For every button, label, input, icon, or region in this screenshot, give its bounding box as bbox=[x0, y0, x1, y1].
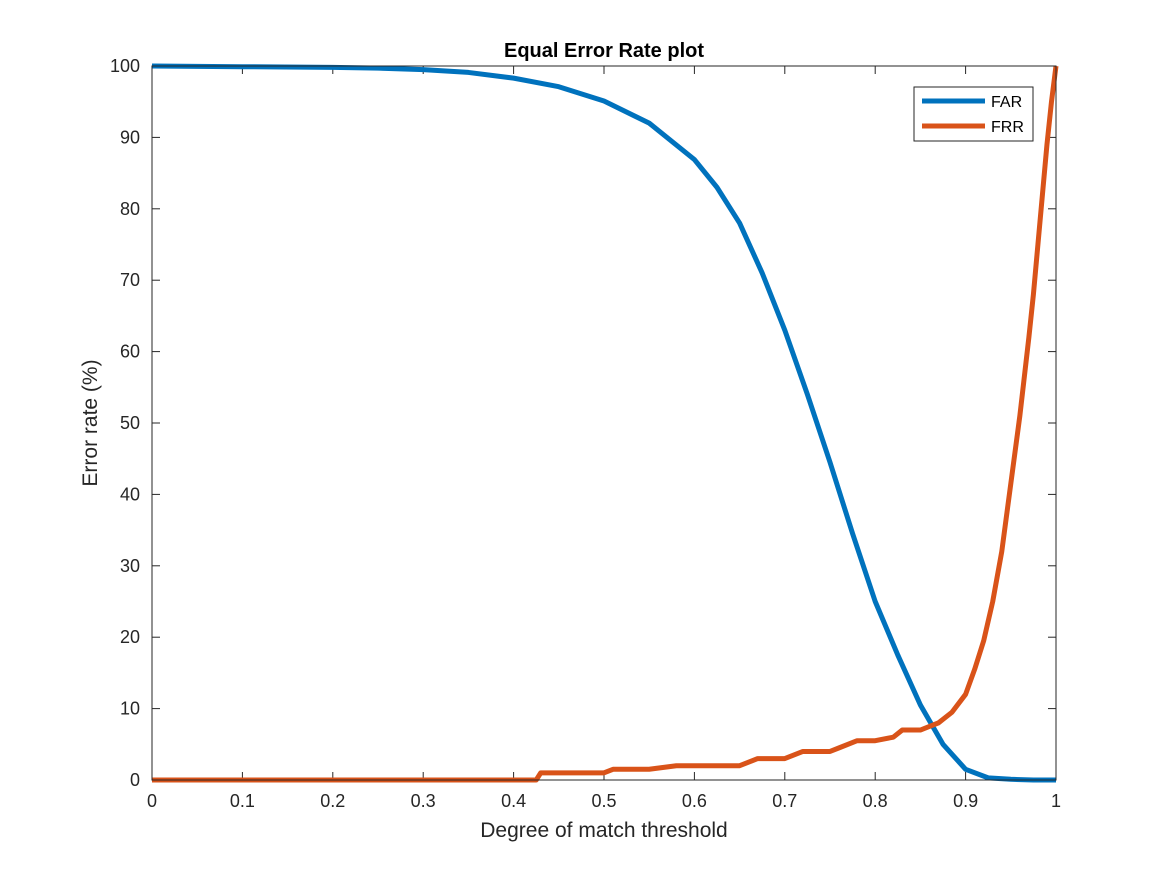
series-layer bbox=[151, 63, 1059, 783]
legend-label-frr: FRR bbox=[991, 119, 1024, 136]
plot-area bbox=[152, 66, 1056, 780]
x-tick-label: 0 bbox=[147, 791, 157, 811]
x-tick-label: 0.9 bbox=[953, 791, 978, 811]
x-axis-ticks: 0 0.1 0.2 0.3 0.4 0.5 0.6 0.7 0.8 0.9 1 bbox=[147, 66, 1061, 811]
x-tick-label: 0.2 bbox=[320, 791, 345, 811]
x-axis-label: Degree of match threshold bbox=[480, 819, 727, 842]
series-line-far bbox=[151, 63, 1056, 783]
y-tick-label: 100 bbox=[110, 56, 140, 76]
x-tick-label: 0.8 bbox=[863, 791, 888, 811]
legend-box bbox=[913, 86, 1034, 142]
y-tick-label: 30 bbox=[120, 556, 140, 576]
x-tick-label: 0.6 bbox=[682, 791, 707, 811]
x-tick-label: 1 bbox=[1051, 791, 1061, 811]
y-tick-label: 20 bbox=[120, 627, 140, 647]
axes-box bbox=[151, 65, 1057, 781]
y-tick-label: 70 bbox=[120, 270, 140, 290]
y-tick-label: 50 bbox=[120, 413, 140, 433]
y-tick-label: 90 bbox=[120, 127, 140, 147]
legend-label-far: FAR bbox=[991, 94, 1022, 111]
y-tick-label: 80 bbox=[120, 199, 140, 219]
x-tick-label: 0.4 bbox=[501, 791, 526, 811]
x-tick-label: 0.3 bbox=[411, 791, 436, 811]
y-tick-label: 0 bbox=[130, 770, 140, 790]
x-tick-label: 0.7 bbox=[772, 791, 797, 811]
series-line-frr bbox=[152, 65, 1059, 783]
y-axis-label: Error rate (%) bbox=[79, 359, 102, 486]
y-tick-label: 40 bbox=[120, 484, 140, 504]
y-tick-label: 10 bbox=[120, 699, 140, 719]
chart-title: Equal Error Rate plot bbox=[504, 40, 704, 62]
y-tick-label: 60 bbox=[120, 342, 140, 362]
x-tick-label: 0.1 bbox=[230, 791, 255, 811]
legend: FAR FRR bbox=[913, 86, 1034, 142]
x-tick-label: 0.5 bbox=[591, 791, 616, 811]
